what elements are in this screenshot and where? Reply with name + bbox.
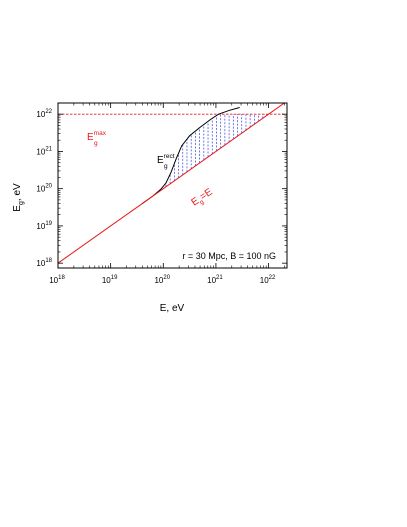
x-tick-label: 1020 xyxy=(154,275,170,285)
axis-ticks xyxy=(57,103,287,268)
svg-text:Eg=E: Eg=E xyxy=(190,186,216,210)
y-tick-label: 1021 xyxy=(36,146,52,156)
x-axis-label: E, eV xyxy=(160,303,185,314)
x-tick-label: 1021 xyxy=(207,275,223,285)
eg-equals-e-line xyxy=(58,103,286,264)
y-tick-label: 1019 xyxy=(36,221,52,231)
x-tick-label: 1018 xyxy=(49,275,65,285)
series-group xyxy=(58,103,287,264)
erect-curve xyxy=(141,106,240,204)
x-tick-label: 1022 xyxy=(260,275,276,285)
y-tick-label: 1018 xyxy=(36,258,52,268)
svg-text:Erect: Erect xyxy=(157,153,175,166)
hatched-region xyxy=(165,114,268,187)
annotation-text: r = 30 Mpc, B = 100 nG xyxy=(182,251,276,261)
eg-equals-e-label: Eg=E xyxy=(190,186,216,210)
svg-text:Emax: Emax xyxy=(87,130,107,143)
svg-text:g: g xyxy=(94,140,98,147)
plot-frame xyxy=(57,102,288,269)
y-tick-label: 1020 xyxy=(36,184,52,194)
x-tick-label: 1019 xyxy=(102,275,118,285)
svg-text:g: g xyxy=(164,163,168,170)
y-axis-label: Eg, eV xyxy=(12,183,25,212)
labels: 1018 1019 1020 1021 1022 1018 1019 1020 1021 1022… xyxy=(12,109,276,285)
y-tick-label: 1022 xyxy=(36,109,52,119)
